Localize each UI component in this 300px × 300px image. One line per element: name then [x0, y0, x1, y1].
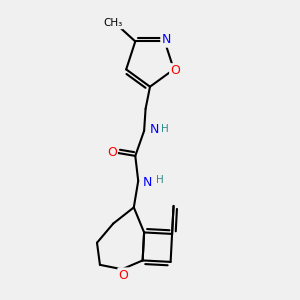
- Text: O: O: [118, 268, 128, 282]
- Text: O: O: [107, 146, 117, 159]
- Text: O: O: [170, 64, 180, 77]
- Text: H: H: [161, 124, 169, 134]
- Text: N: N: [161, 33, 171, 46]
- Text: H: H: [155, 175, 163, 185]
- Text: N: N: [150, 123, 159, 136]
- Text: N: N: [143, 176, 152, 189]
- Text: CH₃: CH₃: [103, 18, 122, 28]
